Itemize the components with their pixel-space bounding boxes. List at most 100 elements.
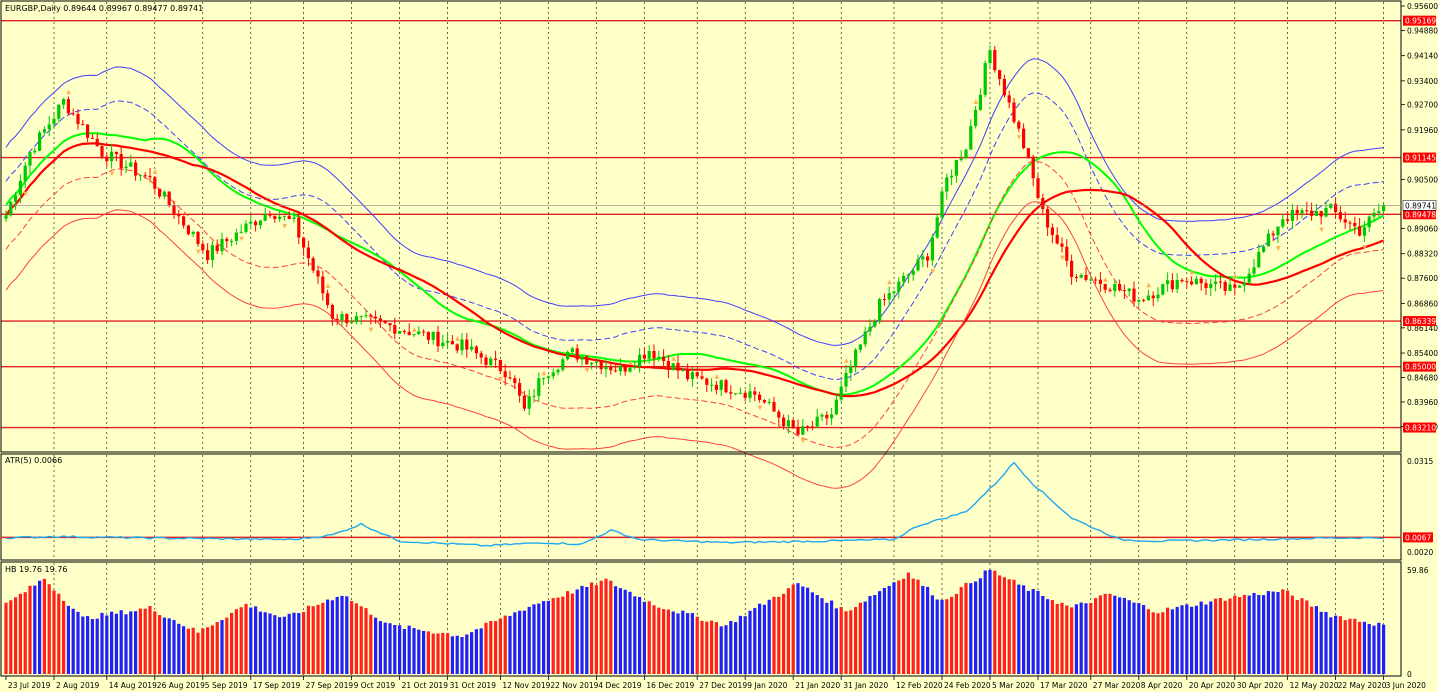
hb-bar xyxy=(263,612,267,674)
candle-body xyxy=(244,223,248,232)
candle-body xyxy=(1353,222,1357,227)
hb-bar xyxy=(359,606,363,674)
hb-bar xyxy=(498,618,502,674)
candle-body xyxy=(974,109,978,127)
candle-body xyxy=(1046,209,1050,228)
candle-body xyxy=(186,225,190,235)
candle-body xyxy=(623,366,627,372)
hb-bar xyxy=(330,600,334,674)
hb-bar xyxy=(921,585,925,674)
lower-inner-envelope xyxy=(5,160,1384,449)
candle-body xyxy=(306,247,310,259)
hb-panel[interactable]: HB 19.76 19.76 59.86 0 xyxy=(0,561,1429,679)
candle-body xyxy=(71,113,75,115)
hb-bar xyxy=(1180,605,1184,674)
horizontal-levels[interactable] xyxy=(1,19,1401,429)
fractal-down-icon: ▼ xyxy=(1060,254,1065,261)
hb-bar xyxy=(806,587,810,674)
hb-bar xyxy=(186,628,190,674)
hb-bar xyxy=(561,596,565,674)
candle-body xyxy=(1247,273,1251,283)
candle-body xyxy=(14,195,18,202)
candle-body xyxy=(1300,210,1304,214)
hb-bar xyxy=(1262,595,1266,674)
candle-body xyxy=(1199,278,1203,284)
hb-bar xyxy=(119,610,123,674)
hb-bar xyxy=(460,637,464,674)
hb-bar xyxy=(710,620,714,674)
candle-body xyxy=(618,366,622,372)
candle-body xyxy=(1290,209,1294,221)
candle-body xyxy=(1103,283,1107,290)
hb-bar xyxy=(426,631,430,674)
candle-body xyxy=(230,240,234,242)
candle-body xyxy=(177,214,181,217)
x-tick-label: 27 Dec 2019 xyxy=(699,681,747,690)
hb-bar xyxy=(177,623,181,674)
hb-bar xyxy=(1228,598,1232,674)
hb-bar xyxy=(52,590,56,674)
candle-body xyxy=(1017,121,1021,129)
price-level-tag-label: 0.91145 xyxy=(1405,154,1436,163)
hb-bar xyxy=(369,614,373,674)
x-tick-label: 30 Apr 2020 xyxy=(1237,681,1284,690)
atr-level-tag-label: 0.0067 xyxy=(1405,533,1431,542)
hb-bar xyxy=(1113,595,1117,674)
hb-bar xyxy=(422,630,426,674)
candle-body xyxy=(110,151,114,162)
hb-bar xyxy=(1314,606,1318,674)
hb-bar xyxy=(1338,616,1342,674)
candle-body xyxy=(1223,281,1227,291)
candle-body xyxy=(86,124,90,138)
hb-bar xyxy=(81,616,85,674)
candle-body xyxy=(854,349,858,367)
candle-body xyxy=(1118,283,1122,291)
hb-bar xyxy=(105,615,109,674)
hb-bar xyxy=(1343,620,1347,674)
hb-bar xyxy=(858,602,862,674)
x-tick-label: 17 Mar 2020 xyxy=(1040,681,1088,690)
hb-bar xyxy=(1007,579,1011,674)
hb-bar xyxy=(364,608,368,674)
hb-bar xyxy=(4,602,8,674)
hb-bar xyxy=(1276,592,1280,674)
candle-body xyxy=(134,162,138,176)
time-axis[interactable]: 23 Jul 2019 2 Aug 2019 14 Aug 2019 26 Aug 2… xyxy=(5,676,1426,690)
hb-bar xyxy=(945,599,949,674)
candle-body xyxy=(38,132,42,151)
main-price-panel[interactable]: ▼ ▲ ▼ ▲ ▼ ▼ ▼ ▲ ▼ ▲ ▲ ▼ ▲ ▼ ▲ ▲ ▲ ▼ ▼ ▲ ▲ ▼ ▲ ▼ ▼ ▲ ▲ ▲ ▲ ▼ ▼ ▼ EURGBP,… xyxy=(0,0,1438,489)
hb-bar xyxy=(62,600,66,674)
candle-body xyxy=(148,176,152,178)
x-tick-label: 14 Aug 2019 xyxy=(109,681,157,690)
hb-bar xyxy=(719,626,723,674)
candle-body xyxy=(868,326,872,332)
hb-bar xyxy=(1319,611,1323,674)
x-tick-label: 4 Dec 2019 xyxy=(598,681,641,690)
candle-body xyxy=(326,293,330,305)
hb-bar xyxy=(1382,624,1386,674)
hb-bar xyxy=(767,599,771,674)
hb-bar xyxy=(868,596,872,674)
candle-body xyxy=(297,217,301,238)
hb-bar xyxy=(743,616,747,674)
candle-body xyxy=(1382,205,1386,212)
hb-bar xyxy=(239,607,243,674)
hb-bar xyxy=(1271,591,1275,674)
hb-bar xyxy=(1199,601,1203,674)
hb-bar xyxy=(657,607,661,674)
hb-bar xyxy=(1218,597,1222,674)
fractal-up-icon: ▲ xyxy=(1190,268,1195,275)
candle-body xyxy=(33,150,37,153)
candle-body xyxy=(935,217,939,238)
candle-body xyxy=(1132,288,1136,302)
atr-panel[interactable]: ATR(5) 0.0066 0.0315 0.0020 0.0067 xyxy=(0,453,1433,561)
candle-body xyxy=(201,243,205,251)
atr-panel-frame xyxy=(0,453,1402,561)
main-price-axis[interactable]: 0.95600 0.94880 0.94140 0.93400 0.92700 0.919… xyxy=(1401,2,1438,432)
candle-body xyxy=(1026,148,1030,157)
hb-bar xyxy=(1214,598,1218,674)
candle-body xyxy=(234,232,238,241)
hb-bar xyxy=(830,600,834,674)
candle-body xyxy=(590,362,594,365)
candle-body xyxy=(441,342,445,347)
